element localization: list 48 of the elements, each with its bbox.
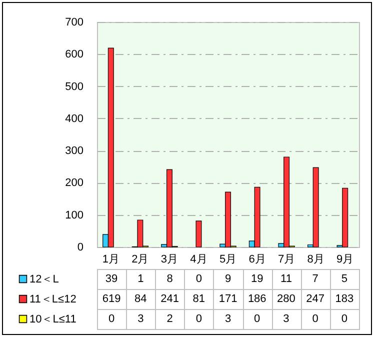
data-label: 3 — [138, 313, 144, 325]
data-label: 0 — [196, 313, 202, 325]
data-label: 3 — [224, 313, 232, 325]
data-label: 241 — [160, 293, 179, 305]
legend-label: 10＜L≤11 — [30, 314, 76, 326]
data-label: 84 — [134, 293, 147, 305]
y-tick-label: 300 — [65, 145, 84, 158]
data-label: 171 — [218, 293, 238, 305]
data-label: 0 — [108, 313, 115, 325]
data-label: 8 — [166, 273, 173, 285]
y-tick-label: 600 — [65, 48, 84, 61]
y-tick-label: 100 — [65, 209, 84, 222]
data-label: 9 — [224, 273, 232, 285]
data-label: 247 — [306, 293, 325, 305]
x-tick-label: 8月 — [307, 254, 324, 266]
data-label: 1 — [138, 273, 144, 285]
y-tick-label: 200 — [65, 177, 84, 190]
data-label: 0 — [254, 313, 260, 325]
data-label: 0 — [312, 313, 318, 325]
y-tick-label: 400 — [65, 112, 84, 125]
y-tick-label: 700 — [65, 16, 84, 28]
data-label: 5 — [341, 273, 348, 285]
y-tick-label: 500 — [65, 80, 84, 93]
x-tick-label: 2月 — [132, 254, 149, 266]
data-label: 186 — [248, 293, 266, 305]
x-tick-label: 3月 — [160, 254, 178, 266]
bar — [196, 220, 202, 248]
data-label: 81 — [192, 293, 206, 305]
x-tick-label: 6月 — [248, 254, 266, 266]
x-tick-label: 1月 — [102, 254, 120, 266]
data-label: 280 — [277, 293, 296, 305]
x-tick-label: 9月 — [336, 254, 354, 266]
x-tick-label: 5月 — [219, 254, 237, 266]
legend-label: 11＜L≤12 — [30, 294, 76, 306]
data-label: 39 — [105, 273, 118, 285]
data-label: 3 — [283, 313, 290, 325]
x-tick-label: 4月 — [190, 254, 208, 266]
data-label: 7 — [312, 273, 318, 285]
data-label: 19 — [250, 273, 264, 285]
data-label: 183 — [335, 293, 354, 305]
legend-label: 12＜L — [30, 274, 59, 286]
y-tick-label: 0 — [77, 242, 84, 254]
data-label: 0 — [341, 313, 348, 325]
data-label: 0 — [196, 273, 202, 285]
data-label: 11 — [280, 273, 292, 285]
data-label: 619 — [102, 293, 121, 305]
x-tick-label: 7月 — [278, 254, 296, 266]
data-label: 2 — [166, 313, 173, 325]
